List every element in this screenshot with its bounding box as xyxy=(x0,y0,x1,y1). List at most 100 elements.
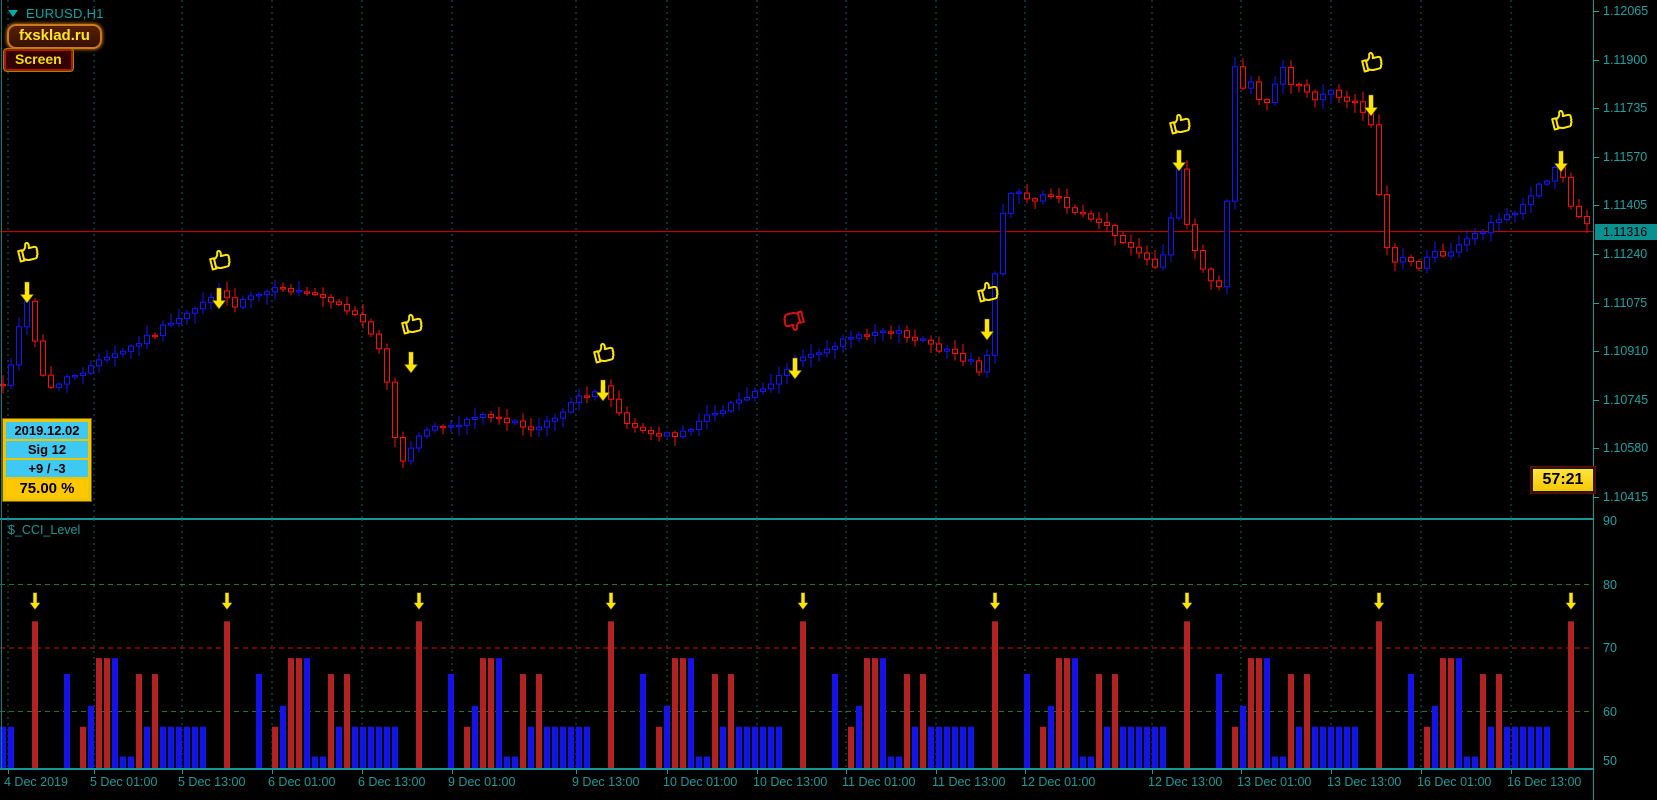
time-axis-tick xyxy=(667,770,668,774)
time-axis-label: 5 Dec 01:00 xyxy=(90,775,158,789)
price-axis-tick xyxy=(1594,351,1599,353)
price-axis-tick xyxy=(1594,108,1599,110)
time-axis-label: 13 Dec 01:00 xyxy=(1237,775,1312,789)
fxsklad-site-button[interactable]: fxsklad.ru xyxy=(7,24,102,49)
time-axis-label: 10 Dec 01:00 xyxy=(663,775,738,789)
stats-win-loss-ratio: +9 / -3 xyxy=(6,460,88,479)
cci-histogram xyxy=(0,621,1574,768)
down-arrow-icon xyxy=(1373,592,1385,610)
time-axis-tick xyxy=(362,770,363,774)
time-axis-label: 9 Dec 13:00 xyxy=(572,775,640,789)
time-axis-tick xyxy=(757,770,758,774)
panel-divider[interactable] xyxy=(0,518,1593,519)
cci-axis-label: 50 xyxy=(1603,754,1617,768)
price-axis-label: 1.12065 xyxy=(1603,4,1649,18)
down-arrow-icon xyxy=(403,351,419,374)
thumb-up-icon xyxy=(1361,51,1383,73)
stats-winrate: 75.00 % xyxy=(6,479,88,498)
thumb-up-icon xyxy=(1551,109,1573,131)
cci-indicator-panel xyxy=(0,519,1593,769)
time-axis-label: 10 Dec 13:00 xyxy=(753,775,828,789)
down-arrow-icon xyxy=(19,281,35,304)
signal-stats-box: 2019.12.02 Sig 12 +9 / -3 75.00 % xyxy=(3,419,91,501)
candles xyxy=(0,57,1590,469)
time-axis-tick xyxy=(272,770,273,774)
time-axis-tick xyxy=(846,770,847,774)
down-arrow-icon xyxy=(221,592,233,610)
price-axis-label: 1.11735 xyxy=(1603,101,1648,116)
thumb-down-icon xyxy=(783,310,805,332)
time-axis-label: 16 Dec 13:00 xyxy=(1507,775,1582,789)
price-axis-label: 1.10580 xyxy=(1603,441,1649,456)
price-axis-tick xyxy=(1594,254,1599,255)
time-axis-tick xyxy=(8,770,9,774)
down-arrow-icon xyxy=(787,357,803,380)
time-axis-tick xyxy=(1241,770,1242,774)
price-axis-label: 1.10415 xyxy=(1603,490,1649,504)
time-axis-tick xyxy=(1025,770,1026,774)
time-axis-label: 16 Dec 01:00 xyxy=(1417,775,1492,789)
down-arrow-icon xyxy=(595,379,611,402)
thumb-up-icon xyxy=(593,342,615,364)
time-axis-label: 11 Dec 13:00 xyxy=(932,775,1006,789)
thumb-up-icon xyxy=(977,281,999,303)
time-axis-label: 5 Dec 13:00 xyxy=(178,775,246,789)
price-axis-label: 1.11075 xyxy=(1603,295,1648,310)
price-axis-label: 1.11240 xyxy=(1603,247,1648,261)
down-arrow-icon xyxy=(29,592,41,610)
price-axis-label: 1.11570 xyxy=(1603,149,1648,164)
price-axis-label: 1.11405 xyxy=(1603,198,1648,213)
down-arrow-icon xyxy=(1181,592,1193,610)
screenshot-button[interactable]: Screen xyxy=(4,49,73,71)
down-arrow-icon xyxy=(1171,149,1187,172)
time-axis-label: 9 Dec 01:00 xyxy=(448,775,516,789)
cci-axis-label: 60 xyxy=(1603,704,1617,719)
price-axis-label: 1.10910 xyxy=(1603,344,1649,359)
down-arrow-icon xyxy=(979,318,995,341)
thumb-up-icon xyxy=(401,313,423,335)
down-arrow-icon xyxy=(1565,592,1577,610)
triangle-down-icon[interactable] xyxy=(8,9,19,18)
down-arrow-icon xyxy=(413,592,425,610)
thumb-up-icon xyxy=(1169,113,1191,135)
price-axis-tick xyxy=(1594,11,1599,12)
time-axis-label: 12 Dec 01:00 xyxy=(1021,775,1096,789)
time-axis[interactable]: 4 Dec 2019 5 Dec 01:00 5 Dec 13:00 6 Dec 01… xyxy=(0,769,1593,800)
price-axis-tick xyxy=(1594,399,1599,401)
price-axis-tick xyxy=(1594,156,1599,158)
price-axis-tick xyxy=(1594,448,1599,450)
time-axis-tick xyxy=(1331,770,1332,774)
time-axis-tick xyxy=(576,770,577,774)
stats-date: 2019.12.02 xyxy=(6,422,88,441)
price-axis[interactable]: 1.11316 1.12065 1.11900 1.11735 1.11570 1.11… xyxy=(1593,0,1657,800)
time-axis-tick xyxy=(1421,770,1422,774)
price-axis-label: 1.10745 xyxy=(1603,392,1649,407)
time-axis-label: 12 Dec 13:00 xyxy=(1148,775,1223,789)
thumb-up-icon xyxy=(209,249,231,271)
candle-countdown-timer: 57:21 xyxy=(1531,467,1595,493)
cci-axis-label: 80 xyxy=(1603,577,1617,592)
symbol-header: EURUSD,H1 xyxy=(8,6,104,21)
time-axis-tick xyxy=(936,770,937,774)
down-arrow-icon xyxy=(211,287,227,310)
cci-axis-label: 70 xyxy=(1603,641,1617,655)
time-axis-tick xyxy=(94,770,95,774)
cci-axis-label: 90 xyxy=(1603,514,1617,528)
time-axis-label: 11 Dec 01:00 xyxy=(842,775,916,789)
price-axis-label: 1.11900 xyxy=(1603,52,1648,67)
down-arrow-icon xyxy=(989,592,1001,610)
time-axis-label: 13 Dec 13:00 xyxy=(1327,775,1402,789)
down-arrow-icon xyxy=(1363,94,1379,117)
time-axis-tick xyxy=(182,770,183,774)
cci-indicator-label: $_CCI_Level xyxy=(8,523,81,537)
time-axis-label: 6 Dec 01:00 xyxy=(268,775,336,789)
time-axis-tick xyxy=(1511,770,1512,774)
down-arrow-icon xyxy=(605,592,617,610)
symbol-timeframe-label: EURUSD,H1 xyxy=(26,6,104,21)
price-axis-tick xyxy=(1594,205,1599,207)
main-price-chart xyxy=(0,0,1593,518)
stats-signal-count: Sig 12 xyxy=(6,441,88,460)
current-price-tag: 1.11316 xyxy=(1595,223,1657,240)
down-arrow-icon xyxy=(1553,150,1569,173)
